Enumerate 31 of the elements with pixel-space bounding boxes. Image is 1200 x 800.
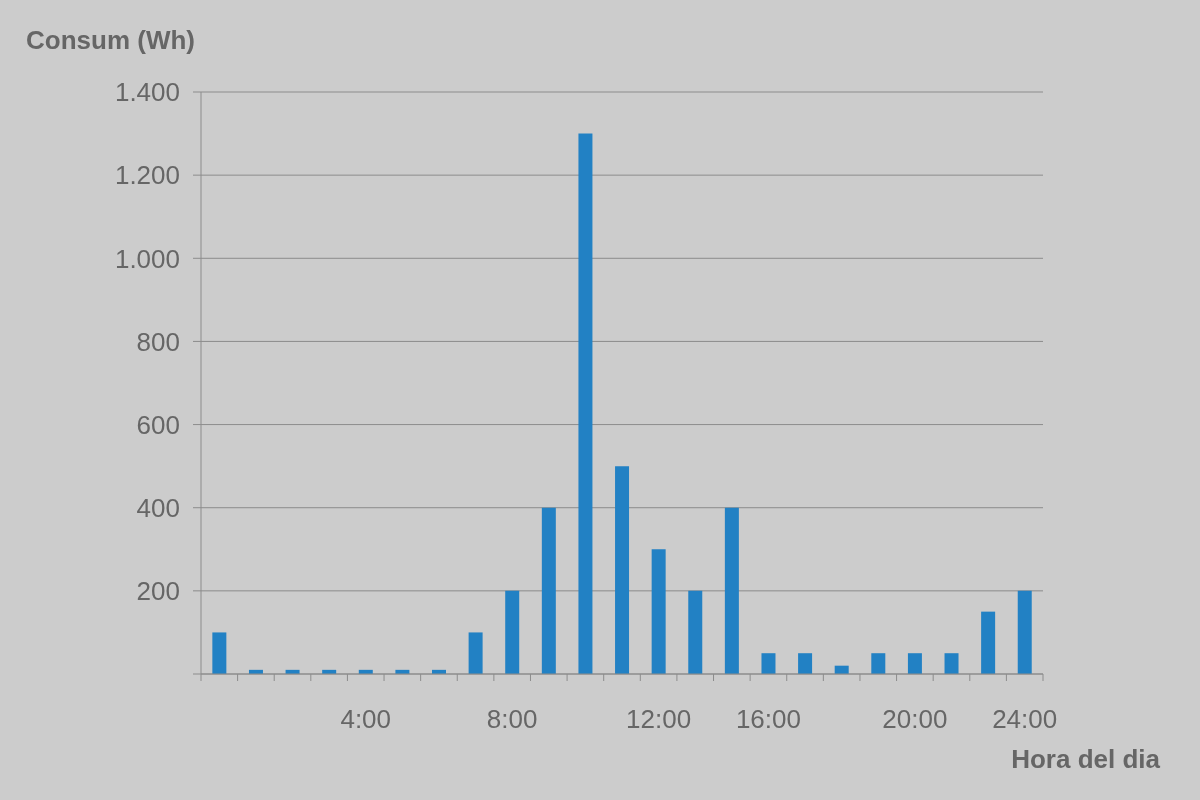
bar <box>615 466 630 674</box>
x-tick-label: 24:00 <box>992 704 1058 735</box>
bar <box>212 632 227 674</box>
y-tick-label: 1.200 <box>114 160 180 191</box>
bar <box>761 653 776 674</box>
y-tick-label: 1.400 <box>114 77 180 108</box>
bar <box>1017 590 1032 674</box>
x-tick-label: 16:00 <box>735 704 801 735</box>
bar <box>798 653 813 674</box>
bar <box>944 653 959 674</box>
x-tick-label: 4:00 <box>340 704 392 735</box>
bar <box>871 653 886 674</box>
bar <box>578 133 593 674</box>
bar <box>468 632 483 674</box>
y-tick-label: 1.000 <box>114 243 180 274</box>
x-tick-label: 12:00 <box>626 704 692 735</box>
x-axis-title: Hora del dia <box>1011 744 1160 774</box>
bar <box>505 590 520 674</box>
bar <box>907 653 922 674</box>
bar <box>688 590 703 674</box>
y-tick-label: 600 <box>136 409 180 440</box>
y-tick-label: 400 <box>136 492 180 523</box>
bar <box>981 611 996 674</box>
x-tick-label: 8:00 <box>486 704 538 735</box>
y-axis-title: Consum (Wh) <box>26 25 195 55</box>
bar <box>724 507 739 674</box>
x-tick-label: 20:00 <box>882 704 948 735</box>
bar <box>541 507 556 674</box>
y-tick-label: 200 <box>136 576 180 607</box>
y-tick-label: 800 <box>136 326 180 357</box>
bar <box>651 549 666 674</box>
